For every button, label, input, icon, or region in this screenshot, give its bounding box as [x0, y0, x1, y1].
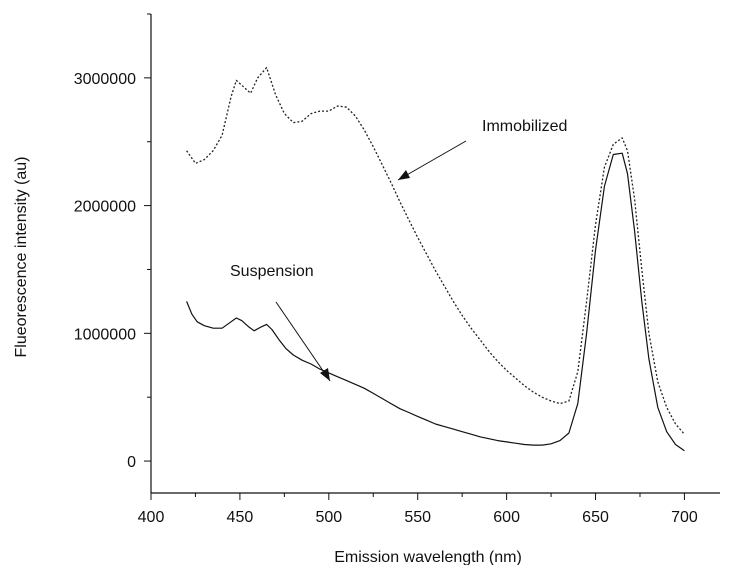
annotation-suspension: Suspension [230, 263, 314, 280]
y-tick-label: 1000000 [74, 326, 136, 343]
y-tick-label: 0 [127, 454, 136, 471]
series-suspension-line [186, 152, 685, 452]
x-tick-label: 700 [671, 509, 698, 526]
x-tick-label: 450 [227, 509, 254, 526]
y-tick-label: 3000000 [74, 71, 136, 88]
y-tick-label: 2000000 [74, 199, 136, 216]
y-axis-title: Flueorescence intensity (au) [13, 157, 30, 358]
axes: 400 450 500 550 600 650 700 0 1000000 2000000 3000… [74, 13, 720, 526]
annotations: Immobilized Suspension [230, 118, 567, 382]
annotation-immobilized-arrowhead [398, 170, 410, 180]
annotation-immobilized: Immobilized [482, 118, 567, 135]
x-tick-label: 600 [493, 509, 520, 526]
annotation-suspension-arrow [275, 301, 331, 382]
x-axis-title: Emission wavelength (nm) [334, 549, 522, 565]
series-immobilized-line [186, 66, 685, 435]
x-tick-label: 550 [404, 509, 431, 526]
x-tick-label: 500 [315, 509, 342, 526]
series-layer [186, 66, 685, 452]
annotation-suspension-arrowhead [320, 368, 330, 381]
x-tick-label: 400 [138, 509, 165, 526]
x-tick-label: 650 [582, 509, 609, 526]
annotation-immobilized-arrow [397, 140, 467, 181]
